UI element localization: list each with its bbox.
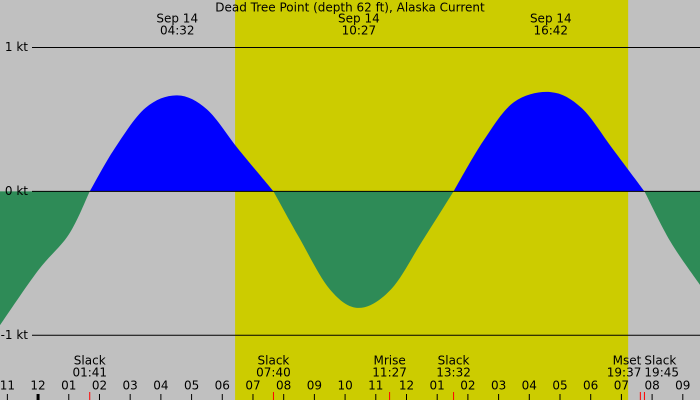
x-tick-label: 10	[337, 379, 352, 393]
x-tick-label: 03	[491, 379, 506, 393]
x-tick-label: 09	[675, 379, 690, 393]
y-tick-label: 0 kt	[5, 184, 28, 198]
x-tick-label: 12	[399, 379, 414, 393]
current-area	[273, 191, 454, 308]
peak-time: 04:32	[160, 24, 195, 38]
event-time: 01:41	[72, 366, 107, 380]
event-time: 07:40	[256, 366, 291, 380]
x-tick-label: 03	[123, 379, 138, 393]
event-label: Mset	[613, 354, 642, 368]
x-tick-label: 07	[614, 379, 629, 393]
event-label: Slack	[644, 354, 676, 368]
x-tick-label: 01	[61, 379, 76, 393]
peak-date: Sep 14	[530, 12, 572, 26]
current-area	[0, 191, 90, 326]
event-label: Slack	[258, 354, 290, 368]
current-area	[453, 91, 645, 192]
event-time: 19:37	[607, 366, 642, 380]
x-tick-label: 04	[153, 379, 168, 393]
x-tick-label: 07	[245, 379, 260, 393]
event-time: 11:27	[372, 366, 407, 380]
x-tick-label: 05	[184, 379, 199, 393]
current-area	[644, 191, 700, 285]
peak-date: Sep 14	[338, 12, 380, 26]
event-time: 13:32	[436, 366, 471, 380]
chart-title: Dead Tree Point (depth 62 ft), Alaska Cu…	[215, 1, 485, 15]
event-label: Mrise	[373, 354, 405, 368]
y-tick-label: 1 kt	[5, 40, 28, 54]
x-tick-label: 08	[644, 379, 659, 393]
x-tick-label: 06	[583, 379, 598, 393]
x-tick-label: 06	[215, 379, 230, 393]
x-tick-label: 02	[92, 379, 107, 393]
peak-time: 16:42	[533, 24, 568, 38]
y-tick-label: -1 kt	[1, 328, 29, 342]
x-tick-label: 09	[307, 379, 322, 393]
event-label: Slack	[74, 354, 106, 368]
x-tick-label: 11	[0, 379, 15, 393]
peak-date: Sep 14	[156, 12, 198, 26]
x-tick-label: 05	[552, 379, 567, 393]
current-area	[89, 95, 274, 192]
event-time: 19:45	[644, 366, 679, 380]
x-tick-label: 08	[276, 379, 291, 393]
event-label: Slack	[438, 354, 470, 368]
x-tick-label: 01	[430, 379, 445, 393]
x-tick-label: 12	[30, 379, 45, 393]
x-tick-label: 02	[460, 379, 475, 393]
x-tick-label: 04	[522, 379, 537, 393]
peak-time: 10:27	[342, 24, 377, 38]
x-tick-label: 11	[368, 379, 383, 393]
